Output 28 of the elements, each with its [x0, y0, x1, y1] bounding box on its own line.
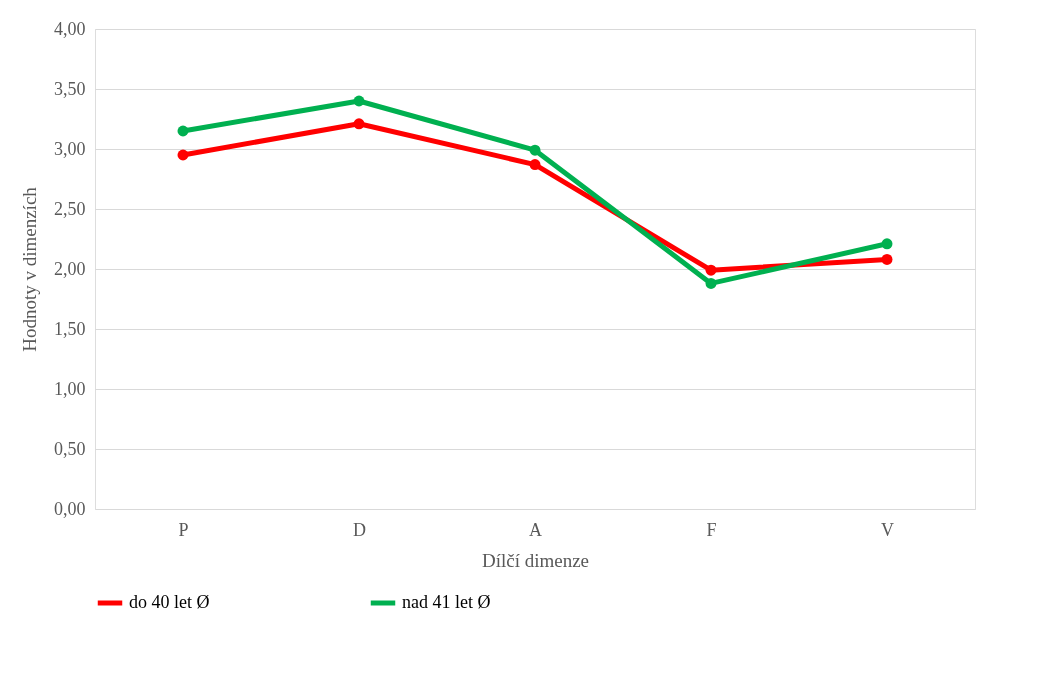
y-tick-label: 1,50 [54, 318, 86, 339]
x-axis-title: Dílčí dimenze [481, 549, 590, 571]
y-tick-label: 0,50 [54, 438, 86, 459]
point [529, 144, 541, 156]
point [881, 238, 893, 250]
point [353, 95, 365, 107]
x-tick-label: V [881, 519, 894, 540]
y-axis-title: Hodnoty v dimenzích [19, 186, 40, 352]
point [353, 118, 365, 130]
point [705, 277, 717, 289]
point [177, 149, 189, 161]
y-tick-label: 3,50 [54, 78, 86, 99]
y-tick-label: 3,00 [54, 138, 86, 159]
x-tick-label: A [529, 519, 542, 540]
x-tick-label: D [353, 519, 366, 540]
y-tick-label: 0,00 [54, 498, 86, 519]
y-tick-label: 2,50 [54, 198, 86, 219]
point [177, 125, 189, 137]
legend-label: nad 41 let Ø [402, 592, 491, 612]
y-tick-label: 4,00 [54, 18, 86, 39]
y-tick-label: 1,00 [54, 378, 86, 399]
legend-label: do 40 let Ø [129, 592, 210, 612]
x-tick-label: P [178, 519, 189, 540]
y-tick-label: 2,00 [54, 258, 86, 279]
x-tick-label: F [706, 519, 717, 540]
point [529, 159, 541, 171]
point [705, 264, 717, 276]
point [881, 253, 893, 265]
